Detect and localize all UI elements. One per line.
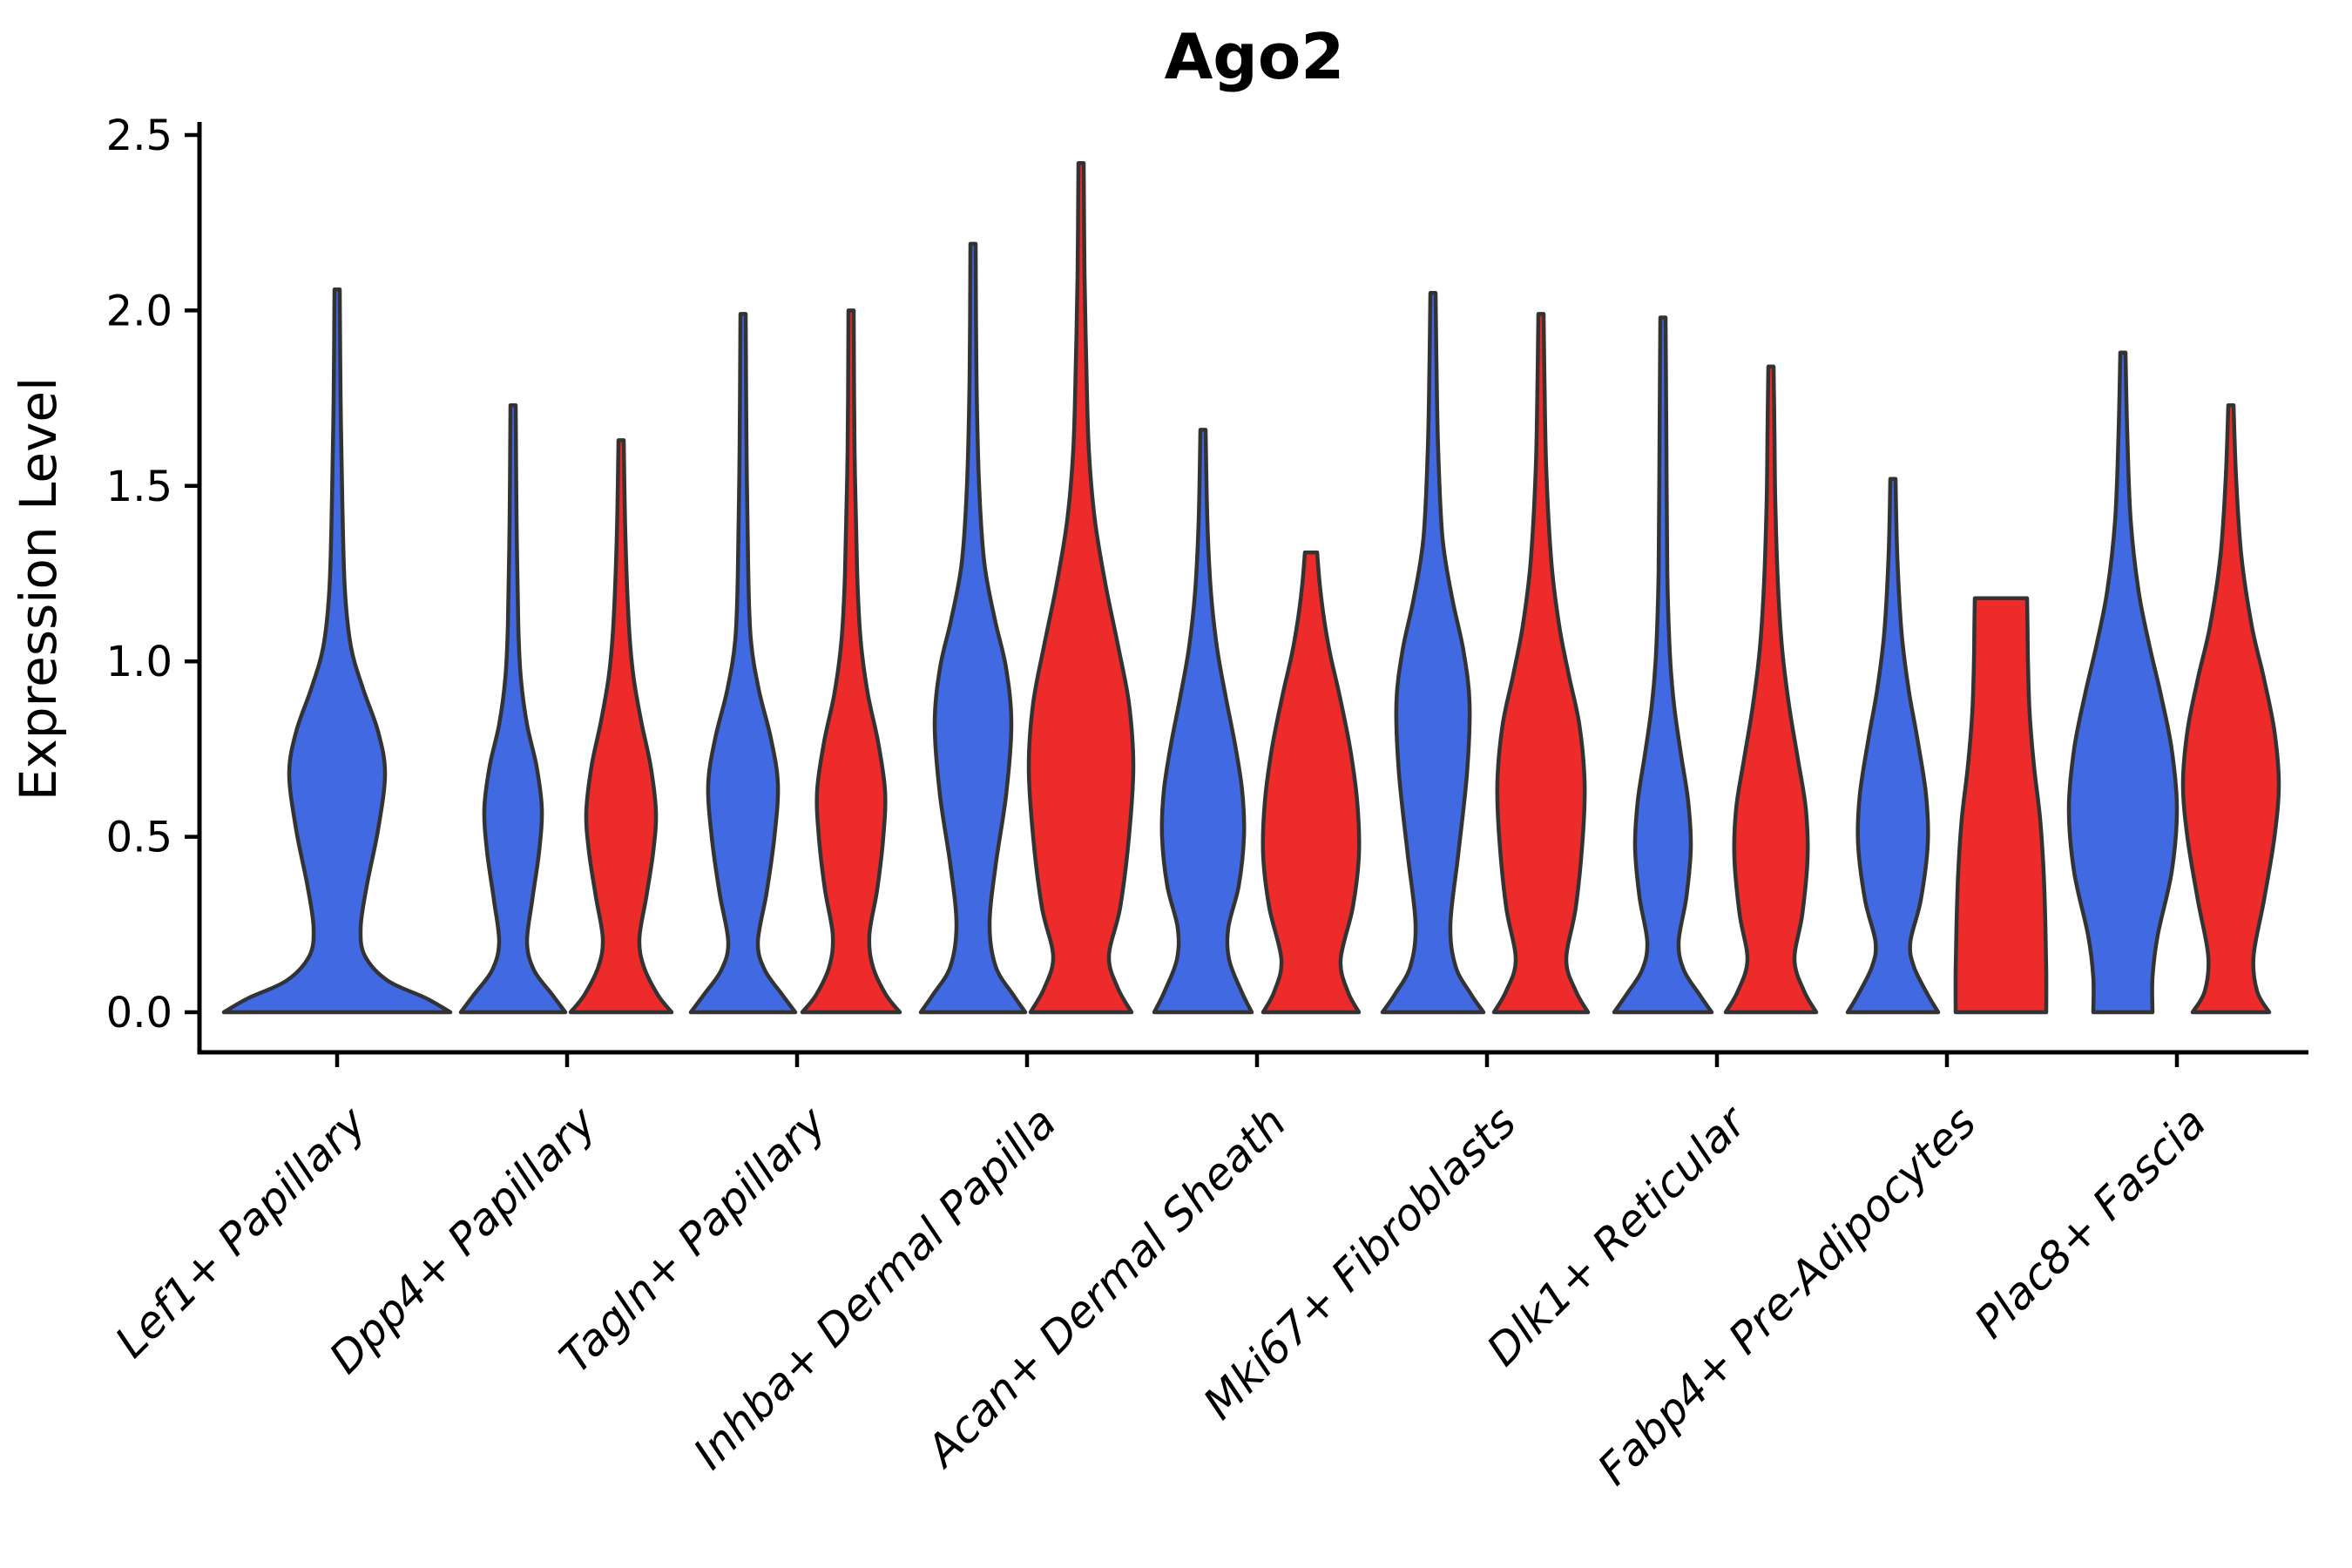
violin-fabp4-pre-adipocytes-red — [1953, 596, 2049, 1015]
x-tick-label: Fabp4+ Pre-Adipocytes — [1588, 1097, 1986, 1495]
violin-plac8-fascia-blue — [2066, 350, 2180, 1015]
x-tick-label: Lef1+ Papillary — [105, 1096, 376, 1367]
y-tick-label: 2.0 — [106, 287, 172, 335]
y-tick-label: 0.0 — [106, 989, 172, 1037]
violin-dpp4-papillary-blue — [458, 402, 568, 1015]
violin-acan-dermal-sheath-blue — [1152, 428, 1254, 1015]
violin-fabp4-pre-adipocytes-blue — [1845, 476, 1941, 1015]
y-tick-label: 1.5 — [106, 463, 172, 511]
y-tick-label: 0.5 — [106, 814, 172, 862]
violin-tagln-papillary-blue — [688, 312, 798, 1015]
axes-layer — [185, 122, 2308, 1067]
violin-layer — [221, 160, 2281, 1015]
y-axis-label: Expression Level — [9, 377, 68, 801]
violin-inhba-dermal-papilla-blue — [918, 241, 1028, 1015]
x-tick-label: Plac8+ Fascia — [1965, 1097, 2216, 1348]
y-tick-label: 1.0 — [106, 638, 172, 686]
x-tick-label: Inhba+ Dermal Papilla — [684, 1097, 1065, 1478]
violin-acan-dermal-sheath-red — [1260, 551, 1362, 1015]
violin-tagln-papillary-red — [800, 308, 902, 1015]
violin-inhba-dermal-papilla-red — [1026, 160, 1136, 1015]
violin-mki67-fibroblasts-blue — [1380, 291, 1486, 1015]
violin-lef1-papillary-blue — [221, 287, 453, 1015]
violin-plac8-fascia-red — [2180, 402, 2281, 1015]
chart-title: Ago2 — [1165, 20, 1345, 93]
y-tick-label: 2.5 — [106, 112, 172, 160]
violin-dlk1-reticular-red — [1723, 364, 1819, 1015]
violin-dpp4-papillary-red — [568, 438, 674, 1015]
violin-dlk1-reticular-blue — [1612, 315, 1714, 1015]
violin-mki67-fibroblasts-red — [1491, 312, 1591, 1015]
